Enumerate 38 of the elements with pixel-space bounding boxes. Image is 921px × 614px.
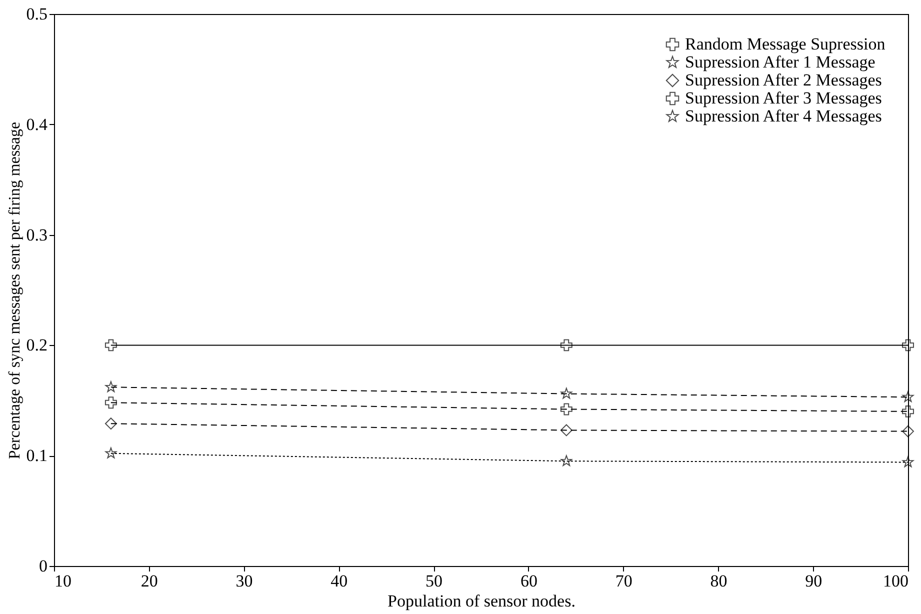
x-tick-label: 50 [426, 572, 443, 590]
y-axis-title: Percentage of sync messages sent per firing message [6, 122, 24, 460]
point [902, 456, 914, 468]
point [902, 391, 914, 402]
x-tick-label: 30 [236, 572, 253, 590]
legend-label: Supression After 3 Messages [685, 88, 882, 108]
point [560, 424, 572, 436]
x-axis-title: Population of sensor nodes. [388, 592, 576, 610]
y-tick-label: 0.2 [26, 336, 48, 355]
x-tick-label: 70 [615, 572, 632, 590]
point [902, 339, 914, 352]
legend-label: Random Message Supression [685, 34, 886, 54]
point [104, 418, 117, 430]
point [902, 405, 914, 418]
x-tick-label: 10 [54, 572, 72, 590]
point [104, 339, 117, 352]
x-tick-label: 20 [140, 572, 158, 590]
point [105, 447, 117, 458]
point [105, 381, 117, 392]
y-tick-label: 0.5 [26, 4, 48, 24]
y-tick-label: 0 [39, 556, 48, 576]
point [560, 455, 572, 466]
point [560, 339, 572, 352]
x-tick-label: 90 [805, 572, 822, 590]
x-tick-label: 100 [883, 572, 908, 590]
point [902, 425, 914, 438]
legend-label: Supression After 4 Messages [685, 106, 882, 126]
y-tick-label: 0.4 [26, 114, 48, 134]
x-tick-label: 80 [710, 572, 728, 590]
x-tick-label: 40 [330, 572, 348, 590]
legend-label: Supression After 2 Messages [685, 70, 882, 90]
legend-label: Supression After 1 Message [685, 52, 876, 72]
point [560, 388, 572, 399]
x-tick-label: 60 [520, 572, 538, 590]
y-tick-label: 0.3 [26, 225, 48, 244]
point [560, 403, 572, 416]
y-tick-label: 0.1 [26, 446, 48, 466]
point [104, 396, 117, 409]
